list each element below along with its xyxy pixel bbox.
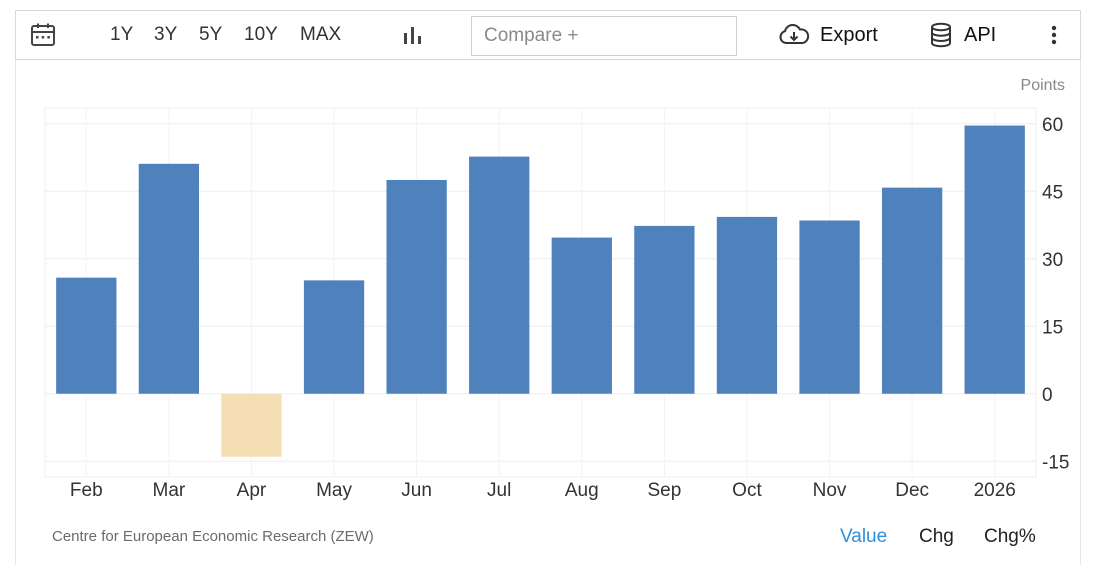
y-tick-label: 30: [1042, 250, 1063, 271]
bar-may: [303, 280, 365, 394]
calendar-icon[interactable]: [30, 11, 56, 59]
bar-feb: [56, 277, 117, 394]
x-tick-label: 2026: [974, 480, 1016, 501]
y-tick-label: 0: [1042, 385, 1053, 406]
x-tick-label: Apr: [237, 480, 267, 501]
y-tick-label: 60: [1042, 115, 1063, 136]
y-tick-label: 45: [1042, 182, 1063, 203]
bar-dec: [881, 187, 943, 394]
api-label: API: [964, 23, 997, 46]
bar-chart-icon[interactable]: [402, 11, 424, 59]
range-max-button[interactable]: MAX: [300, 24, 342, 45]
export-label: Export: [820, 23, 878, 46]
bar-jun: [386, 180, 447, 394]
compare-input[interactable]: [471, 16, 737, 56]
bar-jul: [469, 156, 530, 394]
api-button[interactable]: API: [930, 11, 996, 59]
x-tick-label: Dec: [895, 480, 929, 501]
source-credit: Centre for European Economic Research (Z…: [52, 528, 374, 545]
bar-oct: [716, 216, 778, 394]
bar-apr: [221, 393, 282, 457]
vertical-ellipsis-icon[interactable]: [1050, 11, 1058, 59]
export-button[interactable]: Export: [778, 11, 878, 59]
view-value-button[interactable]: Value: [840, 526, 888, 547]
bar-chart: Feb Mar Apr May Jun Jul Aug Sep Oct Nov Dec 2026 60 4…: [44, 77, 1069, 501]
x-tick-label: Sep: [647, 480, 681, 501]
cloud-download-icon: [778, 23, 810, 47]
unit-label: Points: [1021, 77, 1065, 94]
chart-frame: [15, 60, 1081, 565]
x-tick-label: Aug: [565, 480, 599, 501]
x-tick-label: Jul: [487, 480, 511, 501]
view-chg-button[interactable]: Chg: [919, 526, 954, 547]
view-chg-pct-button[interactable]: Chg%: [984, 526, 1036, 547]
plot-area: [44, 107, 1037, 478]
x-tick-label: Jun: [401, 480, 432, 501]
chart-toolbar: 1Y 3Y 5Y 10Y MAX Export: [15, 10, 1081, 60]
range-3y-button[interactable]: 3Y: [154, 24, 178, 45]
bar-sep: [634, 225, 695, 394]
x-tick-label: Nov: [813, 480, 847, 501]
range-5y-button[interactable]: 5Y: [199, 24, 223, 45]
y-tick-label: -15: [1042, 452, 1069, 473]
x-tick-label: Mar: [153, 480, 186, 501]
bar-mar: [138, 163, 200, 394]
x-tick-label: Oct: [732, 480, 762, 501]
x-tick-label: Feb: [70, 480, 103, 501]
bar-aug: [551, 237, 612, 394]
y-tick-label: 15: [1042, 317, 1063, 338]
x-tick-label: May: [316, 480, 352, 501]
bar-2026: [964, 125, 1025, 394]
range-1y-button[interactable]: 1Y: [110, 24, 134, 45]
bar-nov: [799, 220, 860, 394]
database-icon: [930, 22, 952, 48]
range-10y-button[interactable]: 10Y: [244, 24, 278, 45]
